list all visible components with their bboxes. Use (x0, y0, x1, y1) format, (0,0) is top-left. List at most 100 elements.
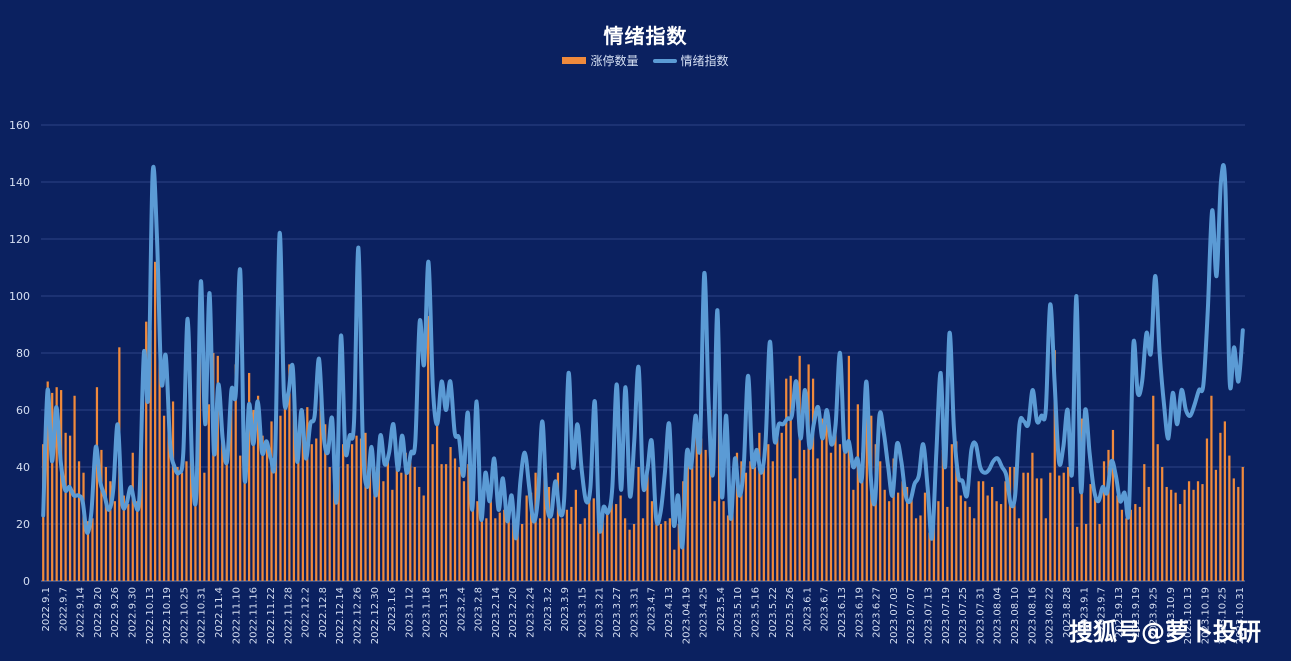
bar (225, 461, 228, 581)
bar (216, 355, 219, 581)
bar (1192, 489, 1195, 581)
bar (816, 458, 819, 581)
bar (1093, 495, 1097, 581)
bar (100, 449, 103, 581)
bar (480, 518, 483, 581)
bar (252, 410, 255, 581)
bar (467, 464, 470, 581)
x-tick-label: 2023.04.19 (681, 587, 692, 644)
bar (171, 401, 175, 581)
bar (691, 464, 694, 581)
x-tick-label: 2022.12.30 (370, 587, 381, 644)
x-tick-label: 2022.11.16 (249, 587, 260, 644)
bar (145, 321, 148, 581)
bar (928, 532, 931, 581)
bar (937, 501, 940, 581)
legend: 涨停数量 情绪指数 (0, 52, 1291, 69)
bar (64, 432, 67, 581)
y-tick-label: 20 (16, 518, 30, 531)
x-tick-label: 2023.4.13 (664, 587, 675, 638)
bar (794, 478, 797, 581)
bar (749, 461, 752, 581)
bar (579, 524, 582, 581)
bar (104, 467, 108, 581)
bar (973, 518, 976, 581)
bar (1040, 478, 1043, 581)
bar (565, 509, 569, 581)
x-tick-label: 2023.9.19 (1131, 587, 1142, 638)
x-tick-label: 2022.12.2 (301, 587, 312, 638)
bar (704, 449, 707, 581)
bar (991, 486, 994, 581)
bar (807, 364, 810, 581)
bar (964, 501, 967, 581)
x-tick-label: 2023.8.28 (1062, 587, 1073, 638)
y-tick-label: 140 (9, 176, 30, 189)
x-tick-label: 2023.07.13 (924, 587, 935, 644)
x-tick-label: 2022.11.10 (231, 587, 242, 644)
bar (950, 444, 953, 581)
bar (650, 501, 654, 581)
bar (265, 444, 269, 581)
bar (1196, 481, 1200, 581)
bar (843, 449, 846, 581)
bar (1067, 467, 1070, 581)
bar (471, 501, 475, 581)
y-axis: 0 20 40 60 80 100 120 140 160 (9, 119, 30, 588)
bar (498, 512, 501, 581)
bar (1147, 486, 1150, 581)
bar (1183, 489, 1186, 581)
bar (494, 518, 497, 581)
bar (709, 410, 712, 581)
bar (910, 495, 913, 581)
x-tick-label: 2023.3.27 (612, 587, 623, 638)
bar (1053, 350, 1056, 581)
x-tick-label: 2023.9.13 (1114, 587, 1125, 638)
bar (203, 472, 206, 581)
x-tick-label: 2023.6.27 (872, 587, 883, 638)
bar (391, 489, 394, 581)
bar (955, 441, 958, 581)
x-tick-label: 2022.12.14 (335, 587, 346, 644)
legend-swatch-bars (562, 57, 587, 64)
bar (1102, 461, 1106, 581)
bar (77, 461, 81, 581)
bar (243, 467, 246, 581)
bar (588, 501, 591, 581)
bar (1031, 452, 1034, 581)
bar (610, 489, 613, 581)
bar (700, 438, 703, 581)
bar (767, 444, 770, 581)
bar (668, 518, 671, 581)
bar (740, 461, 743, 581)
bar (1129, 509, 1132, 581)
bar (615, 504, 618, 581)
bar (570, 506, 573, 581)
bar (722, 501, 725, 581)
bar (959, 495, 962, 581)
bar (619, 495, 622, 581)
bar (194, 504, 197, 581)
bar (735, 452, 739, 581)
bar (789, 375, 792, 581)
bar (946, 506, 949, 581)
legend-label-line: 情绪指数 (680, 54, 729, 68)
x-tick-label: 2023.1.31 (439, 587, 450, 638)
bar (1044, 518, 1047, 581)
bar (923, 492, 927, 581)
y-tick-label: 40 (16, 461, 30, 474)
bar (592, 498, 595, 581)
bar (623, 518, 627, 581)
x-tick-label: 2022.10.25 (179, 587, 190, 644)
x-tick-label: 2023.5.26 (785, 587, 796, 638)
bar (476, 501, 479, 581)
bar (1107, 449, 1110, 581)
bar (458, 467, 461, 581)
bar (597, 518, 600, 581)
x-tick-label: 2023.2.24 (526, 587, 537, 638)
bar (659, 524, 663, 581)
bar (838, 444, 842, 581)
bar (73, 395, 76, 581)
bar (1223, 421, 1226, 581)
bar (986, 495, 989, 581)
